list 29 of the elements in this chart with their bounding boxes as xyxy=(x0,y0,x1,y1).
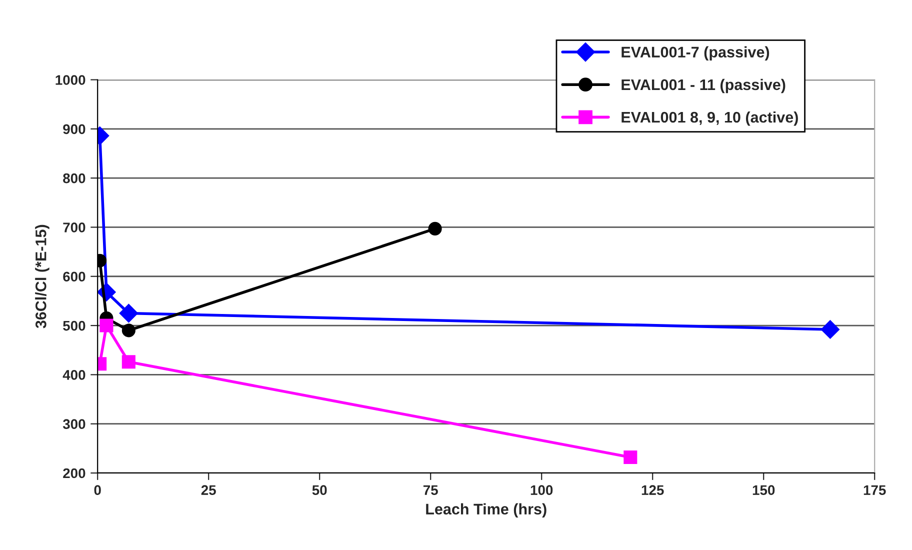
x-tick-label: 75 xyxy=(423,485,438,496)
y-tick-label: 200 xyxy=(63,468,86,478)
x-axis-title: Leach Time (hrs) xyxy=(426,503,546,518)
x-tick-label: 150 xyxy=(752,485,775,496)
y-tick-label: 800 xyxy=(63,173,86,184)
point xyxy=(428,222,442,236)
point xyxy=(624,450,638,464)
x-tick-label: 100 xyxy=(530,485,553,496)
point xyxy=(122,355,136,369)
x-tick-label: 125 xyxy=(642,485,664,496)
x-tick-label: 175 xyxy=(864,485,886,496)
point xyxy=(820,320,840,339)
x-tick-label: 50 xyxy=(312,485,327,496)
legend-label: EVAL001-7 (passive) xyxy=(622,46,770,61)
legend-label: EVAL001 - 11 (passive) xyxy=(622,78,786,94)
y-tick-label: 500 xyxy=(63,320,86,331)
y-tick-label: 400 xyxy=(62,370,86,380)
x-tick-label: 25 xyxy=(201,485,216,496)
x-tick-label: 0 xyxy=(94,485,101,496)
y-tick-label: 900 xyxy=(63,124,86,134)
y-tick-label: 700 xyxy=(63,222,86,232)
y-tick-label: 1000 xyxy=(56,75,86,85)
point xyxy=(100,318,114,332)
point xyxy=(122,324,136,338)
y-tick-label: 600 xyxy=(63,272,86,282)
point xyxy=(119,304,138,323)
y-axis-title: 36Cl/Cl (*E-15) xyxy=(35,224,50,328)
y-tick-label: 300 xyxy=(62,419,86,430)
legend-label: EVAL001 8, 9, 10 (active) xyxy=(622,111,798,126)
